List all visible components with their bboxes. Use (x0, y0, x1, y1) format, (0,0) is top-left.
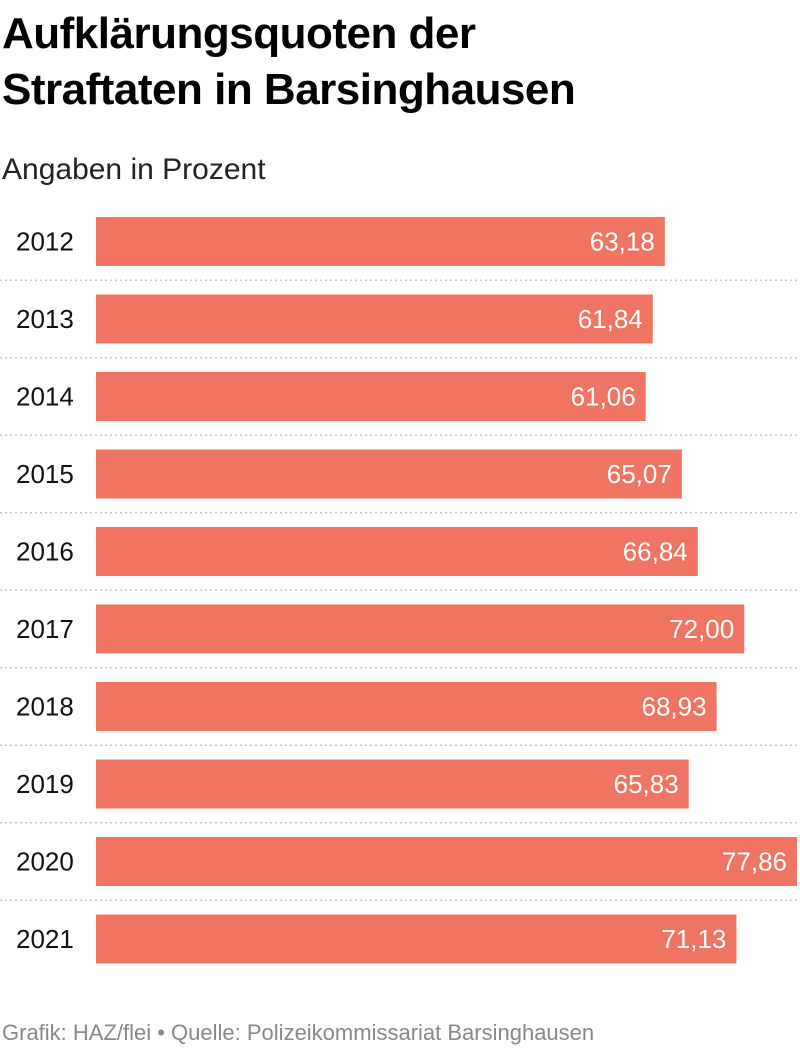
bar-2016 (96, 527, 698, 576)
category-label-2014: 2014 (16, 382, 74, 412)
category-label-2017: 2017 (16, 614, 74, 644)
bar-2012 (96, 217, 665, 266)
value-label-2015: 65,07 (607, 459, 672, 489)
bar-2017 (96, 604, 745, 654)
bar-2020 (96, 837, 797, 886)
bar-2015 (96, 449, 682, 499)
value-label-2019: 65,83 (614, 769, 679, 799)
category-label-2012: 2012 (16, 227, 74, 257)
chart-subtitle: Angaben in Prozent (2, 153, 266, 186)
value-label-2016: 66,84 (623, 537, 688, 567)
chart-title-line-2: Straftaten in Barsinghausen (2, 65, 576, 114)
bar-2021 (96, 914, 737, 964)
bar-2013 (96, 294, 653, 344)
value-label-2020: 77,86 (722, 847, 787, 877)
value-label-2013: 61,84 (578, 304, 643, 334)
category-label-2013: 2013 (16, 304, 74, 334)
chart-footer-source: Grafik: HAZ/flei • Quelle: Polizeikommis… (2, 1020, 595, 1045)
category-label-2016: 2016 (16, 537, 74, 567)
category-label-2015: 2015 (16, 459, 74, 489)
value-label-2012: 63,18 (590, 227, 655, 257)
value-label-2021: 71,13 (661, 924, 726, 954)
bar-chart: 2012 63,18 2013 61,84 2014 61,06 2015 65,07 2016… (0, 217, 800, 964)
value-label-2014: 61,06 (571, 382, 636, 412)
category-label-2019: 2019 (16, 769, 74, 799)
category-label-2020: 2020 (16, 847, 74, 877)
category-label-2018: 2018 (16, 692, 74, 722)
chart-title: Aufklärungsquoten der Straftaten in Bars… (2, 6, 792, 118)
bar-2019 (96, 759, 689, 809)
category-label-2021: 2021 (16, 924, 74, 954)
value-label-2017: 72,00 (669, 614, 734, 644)
bar-2018 (96, 682, 717, 731)
chart-title-line-1: Aufklärungsquoten der (2, 9, 476, 58)
value-label-2018: 68,93 (642, 692, 707, 722)
bar-2014 (96, 372, 646, 421)
